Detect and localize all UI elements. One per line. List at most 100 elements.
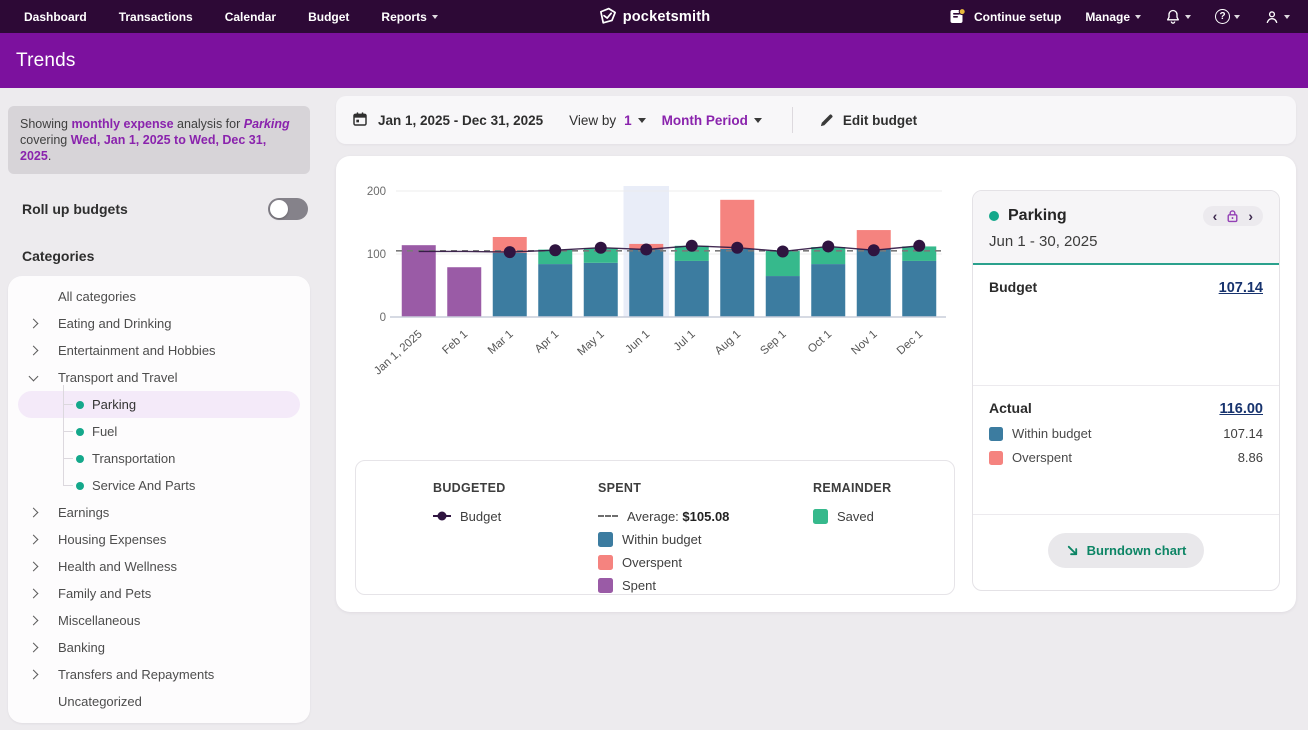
sidebar-category-parking[interactable]: Parking — [18, 391, 300, 418]
nav-item-dashboard[interactable]: Dashboard — [24, 10, 87, 24]
next-period-button[interactable]: › — [1248, 209, 1253, 223]
nav-item-budget[interactable]: Budget — [308, 10, 349, 24]
budget-point-Nov-1[interactable] — [868, 244, 880, 256]
view-by-count-value: 1 — [624, 113, 632, 128]
x-axis-tick: Mar 1 — [486, 328, 516, 357]
sidebar-category-entertainment-and-hobbies[interactable]: Entertainment and Hobbies — [8, 337, 310, 364]
budget-point-Mar-1[interactable] — [504, 246, 516, 258]
manage-menu[interactable]: Manage — [1085, 10, 1141, 24]
edit-budget-button[interactable]: Edit budget — [819, 113, 917, 128]
sidebar: Showing monthly expense analysis for Par… — [8, 88, 310, 723]
rollup-budgets-toggle[interactable] — [268, 198, 308, 220]
bar-spent-Feb-1[interactable] — [447, 267, 481, 317]
budget-point-Jun-1[interactable] — [640, 244, 652, 256]
tree-stub — [63, 485, 73, 486]
category-label: Service And Parts — [92, 478, 195, 493]
chevron-right-icon[interactable] — [29, 346, 39, 356]
chevron-down-icon — [638, 118, 646, 123]
account-menu[interactable] — [1264, 9, 1290, 25]
chevron-right-icon[interactable] — [29, 508, 39, 518]
bar-within-Sep-1[interactable] — [766, 276, 800, 317]
main-content: Jan 1, 2025 - Dec 31, 2025 View by 1 Mon… — [336, 88, 1296, 723]
bell-icon — [1165, 8, 1181, 25]
sidebar-category-eating-and-drinking[interactable]: Eating and Drinking — [8, 310, 310, 337]
sidebar-category-earnings[interactable]: Earnings — [8, 499, 310, 526]
bar-within-May-1[interactable] — [584, 263, 618, 317]
chevron-down-icon — [1234, 15, 1240, 19]
sidebar-category-transfers-and-repayments[interactable]: Transfers and Repayments — [8, 661, 310, 688]
categories-list: All categoriesEating and DrinkingEnterta… — [8, 276, 310, 723]
category-color-dot — [76, 401, 84, 409]
top-nav: Dashboard Transactions Calendar Budget Repor… — [0, 0, 1308, 33]
budget-point-Dec-1[interactable] — [913, 240, 925, 252]
sidebar-category-miscellaneous[interactable]: Miscellaneous — [8, 607, 310, 634]
chevron-right-icon[interactable] — [29, 589, 39, 599]
legend-budgeted-title: BUDGETED — [433, 481, 598, 495]
bar-within-Aug-1[interactable] — [720, 249, 754, 317]
bar-within-Oct-1[interactable] — [811, 264, 845, 317]
category-label: Banking — [58, 640, 105, 655]
continue-setup-button[interactable]: Continue setup — [949, 8, 1061, 25]
budget-point-Aug-1[interactable] — [731, 242, 743, 254]
chevron-right-icon[interactable] — [29, 670, 39, 680]
sidebar-category-service-and-parts[interactable]: Service And Parts — [8, 472, 310, 499]
budget-point-Apr-1[interactable] — [549, 244, 561, 256]
bar-spent-Jan-1-2025[interactable] — [402, 245, 436, 317]
bar-within-Jun-1[interactable] — [629, 250, 663, 317]
help-icon: ? — [1215, 9, 1230, 24]
chart-legend: BUDGETED Budget SPENT Average: $105.08 — [355, 460, 955, 595]
bar-within-Mar-1[interactable] — [493, 253, 527, 317]
chevron-right-icon[interactable] — [29, 535, 39, 545]
chevron-right-icon[interactable] — [29, 319, 39, 329]
notifications-menu[interactable] — [1165, 8, 1191, 25]
bar-within-Jul-1[interactable] — [675, 261, 709, 317]
period-value: Month Period — [662, 113, 748, 128]
sidebar-category-housing-expenses[interactable]: Housing Expenses — [8, 526, 310, 553]
sidebar-category-transport-and-travel[interactable]: Transport and Travel — [8, 364, 310, 391]
pocketsmith-logo[interactable]: pocketsmith — [598, 7, 711, 26]
sidebar-category-transportation[interactable]: Transportation — [8, 445, 310, 472]
bar-within-Dec-1[interactable] — [902, 261, 936, 317]
sidebar-category-banking[interactable]: Banking — [8, 634, 310, 661]
period-dropdown[interactable]: Month Period — [662, 113, 762, 128]
bar-within-Nov-1[interactable] — [857, 249, 891, 317]
chart-toolbar: Jan 1, 2025 - Dec 31, 2025 View by 1 Mon… — [336, 96, 1296, 144]
category-label: Transportation — [92, 451, 175, 466]
page-header: Trends — [0, 33, 1308, 88]
sidebar-category-health-and-wellness[interactable]: Health and Wellness — [8, 553, 310, 580]
sidebar-category-uncategorized[interactable]: Uncategorized — [8, 688, 310, 715]
date-range-display[interactable]: Jan 1, 2025 - Dec 31, 2025 — [378, 113, 543, 128]
chevron-right-icon[interactable] — [29, 562, 39, 572]
budget-value-link[interactable]: 107.14 — [1219, 280, 1263, 296]
help-menu[interactable]: ? — [1215, 9, 1240, 24]
actual-value-link[interactable]: 116.00 — [1219, 401, 1263, 417]
budget-point-Oct-1[interactable] — [822, 240, 834, 252]
x-axis-tick: Nov 1 — [849, 328, 879, 357]
view-by-count-dropdown[interactable]: 1 — [624, 113, 646, 128]
category-label: Miscellaneous — [58, 613, 140, 628]
x-axis-tick: Oct 1 — [806, 328, 834, 355]
chevron-right-icon[interactable] — [29, 643, 39, 653]
chevron-right-icon[interactable] — [29, 616, 39, 626]
bar-overspent-Aug-1[interactable] — [720, 200, 754, 249]
lock-icon[interactable] — [1226, 209, 1239, 223]
chevron-down-icon[interactable] — [29, 372, 39, 382]
budget-point-Jul-1[interactable] — [686, 240, 698, 252]
nav-item-calendar[interactable]: Calendar — [225, 10, 276, 24]
sidebar-category-family-and-pets[interactable]: Family and Pets — [8, 580, 310, 607]
budget-point-Sep-1[interactable] — [777, 245, 789, 257]
sidebar-category-all-categories[interactable]: All categories — [8, 283, 310, 310]
category-color-dot — [76, 428, 84, 436]
arrow-down-right-icon — [1066, 544, 1079, 557]
nav-item-transactions[interactable]: Transactions — [119, 10, 193, 24]
user-icon — [1264, 9, 1280, 25]
budget-point-May-1[interactable] — [595, 242, 607, 254]
burndown-chart-button[interactable]: Burndown chart — [1048, 533, 1205, 568]
bar-within-Apr-1[interactable] — [538, 264, 572, 317]
previous-period-button[interactable]: ‹ — [1213, 209, 1218, 223]
sidebar-category-fuel[interactable]: Fuel — [8, 418, 310, 445]
spent-swatch — [598, 578, 613, 593]
trends-bar-chart: 0100200Jan 1, 2025Feb 1Mar 1Apr 1May 1Ju… — [346, 170, 971, 382]
legend-average-item: Average: $105.08 — [598, 507, 813, 525]
nav-item-reports[interactable]: Reports — [381, 10, 437, 24]
